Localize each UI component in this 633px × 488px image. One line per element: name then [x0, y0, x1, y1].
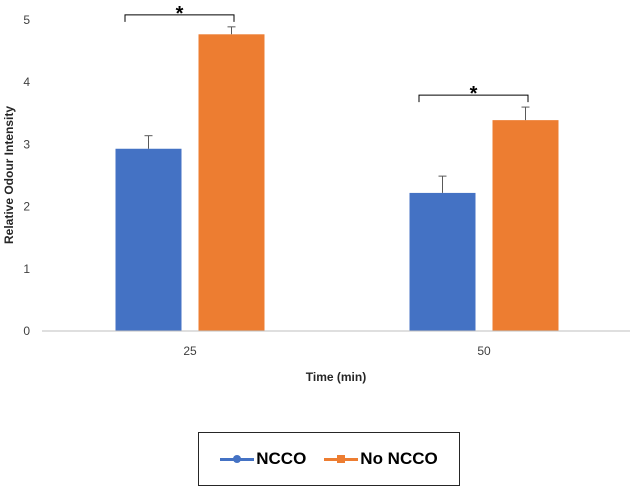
legend-label: NCCO	[256, 449, 307, 468]
significance-bracket	[418, 94, 529, 103]
legend: NCCO No NCCO	[198, 432, 460, 486]
legend-label: No NCCO	[360, 449, 438, 468]
bar-ncco-25	[115, 148, 182, 331]
bar-ncco-50	[409, 192, 476, 331]
y-axis-title: Relative Odour Intensity	[2, 106, 16, 244]
legend-item-ncco: NCCO	[220, 449, 306, 469]
bar-no-ncco-25	[198, 34, 265, 331]
legend-swatch-square-icon	[324, 453, 359, 465]
significance-marker: *	[176, 3, 184, 25]
y-tick-label: 3	[23, 137, 30, 151]
significance-bracket	[124, 14, 235, 22]
y-tick-label: 4	[23, 75, 30, 89]
x-axis-title: Time (min)	[306, 370, 366, 384]
significance-marker: *	[470, 83, 478, 105]
legend-item-no-ncco: No NCCO	[324, 449, 438, 469]
x-tick-label: 25	[183, 344, 197, 358]
bar-no-ncco-50	[492, 120, 559, 331]
y-tick-label: 2	[23, 200, 30, 214]
y-tick-label: 0	[23, 324, 30, 338]
x-tick-label: 50	[477, 344, 491, 358]
y-tick-label: 1	[23, 262, 30, 276]
legend-swatch-circle-icon	[220, 453, 255, 465]
y-tick-label: 5	[23, 13, 30, 27]
